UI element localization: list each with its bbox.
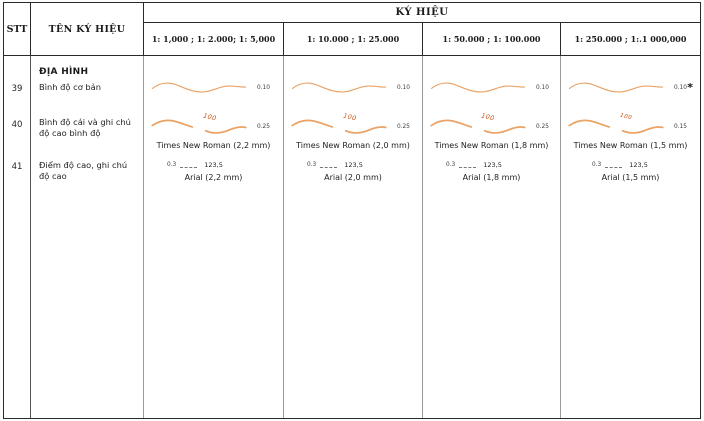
contour-basic-symbol: 0.10 <box>289 78 417 97</box>
elevation-value: 123,5 <box>204 161 223 169</box>
header-scale-2: 1: 10.000 ; 1: 25.000 <box>284 23 423 56</box>
contour-line-icon <box>151 82 247 93</box>
elevation-value: 123,5 <box>483 161 502 169</box>
symbol-column-3: 0.10 100 0.25 Times New Roman (1,8 mm) 0… <box>423 56 561 418</box>
font-spec-note: Times New Roman (2,2 mm) <box>156 141 271 150</box>
symbol-column-1: 0.10 100 0.25 Times New Roman (2,2 mm) 0… <box>144 56 284 418</box>
header-ten-ky-hieu: TÊN KÝ HIỆU <box>31 3 144 56</box>
stroke-width-label: 0.10 <box>397 84 410 91</box>
leader-line <box>459 166 477 168</box>
stroke-width-label: 0.25 <box>257 123 270 130</box>
leader-line <box>605 166 623 168</box>
header-stt: STT <box>4 3 31 56</box>
symbol-name-40: Bình độ cái và ghi chú độ cao bình độ <box>39 117 131 138</box>
leader-line <box>180 166 198 168</box>
map-symbol-table: STT TÊN KÝ HIỆU KÝ HIỆU 1: 1,000 ; 1: 2.… <box>3 2 701 419</box>
font-spec-note: Arial (1,5 mm) <box>601 173 660 182</box>
symbol-name-39: Bình độ cơ bản <box>39 82 102 92</box>
footnote-asterisk: * <box>687 81 693 94</box>
elevation-value: 123,5 <box>344 161 363 169</box>
stroke-width-label: 0.10 <box>536 84 549 91</box>
spot-height-symbol: 0.3 123,5 Arial (2,2 mm) <box>149 161 278 182</box>
font-spec-note: Times New Roman (1,5 mm) <box>573 141 688 150</box>
contour-index-symbol: 100 0.25 Times New Roman (2,0 mm) <box>289 112 417 150</box>
stroke-width-label: 0.10 <box>674 84 687 91</box>
elevation-value: 123,5 <box>629 161 648 169</box>
stroke-width-label: 0.25 <box>397 123 410 130</box>
symbol-name-41: Điểm độ cao, ghi chú độ cao <box>39 160 128 181</box>
spot-height-symbol: 0.3 123,5 Arial (2,0 mm) <box>289 161 417 182</box>
dot-size-label: 0.3 <box>446 162 456 168</box>
contour-line-icon <box>291 82 387 93</box>
contour-line-icon <box>568 82 664 93</box>
spot-height-symbol: 0.3 123,5 Arial (1,8 mm) <box>428 161 555 182</box>
contour-index-line-icon <box>291 119 387 134</box>
header-scale-4: 1: 250.000 ; 1:.1 000,000 <box>561 23 700 56</box>
contour-index-symbol: 100 0.15 Times New Roman (1,5 mm) <box>566 113 695 150</box>
font-spec-note: Arial (1,8 mm) <box>462 173 521 182</box>
header-scale-1: 1: 1,000 ; 1: 2.000; 1: 5,000 <box>144 23 284 56</box>
column-stt: 39 40 41 <box>4 56 31 418</box>
row-number-40: 40 <box>11 120 23 130</box>
section-title: ĐỊA HÌNH <box>39 67 89 77</box>
contour-index-symbol: 100 0.25 Times New Roman (1,8 mm) <box>428 112 555 150</box>
font-spec-note: Arial (2,2 mm) <box>184 173 243 182</box>
font-spec-note: Times New Roman (2,0 mm) <box>296 141 410 150</box>
stroke-width-label: 0.25 <box>536 123 549 130</box>
contour-line-icon <box>430 82 526 93</box>
contour-index-symbol: 100 0.25 Times New Roman (2,2 mm) <box>149 112 278 150</box>
contour-basic-symbol: 0.10 <box>428 78 555 97</box>
contour-index-line-icon <box>568 119 664 134</box>
dot-size-label: 0.3 <box>592 162 602 168</box>
spot-height-symbol: 0.3 123,5 Arial (1,5 mm) <box>566 161 695 182</box>
contour-index-line-icon <box>151 119 247 134</box>
symbol-column-4: 0.10 * 100 0.15 Times New Roman (1,5 mm) <box>561 56 700 418</box>
font-spec-note: Arial (2,0 mm) <box>324 173 382 182</box>
font-spec-note: Times New Roman (1,8 mm) <box>434 141 549 150</box>
contour-basic-symbol: 0.10 <box>149 78 278 97</box>
contour-index-line-icon <box>430 119 526 134</box>
stroke-width-label: 0.15 <box>674 123 687 130</box>
row-number-41: 41 <box>11 162 23 172</box>
dot-size-label: 0.3 <box>307 162 317 168</box>
header-scale-3: 1: 50.000 ; 1: 100.000 <box>423 23 561 56</box>
dot-size-label: 0.3 <box>167 162 177 168</box>
leader-line <box>320 166 338 168</box>
symbol-column-2: 0.10 100 0.25 Times New Roman (2,0 mm) 0… <box>284 56 423 418</box>
contour-basic-symbol: 0.10 * <box>566 78 695 97</box>
row-number-39: 39 <box>11 84 23 94</box>
column-ten-ky-hieu: ĐỊA HÌNH Bình độ cơ bản Bình độ cái và g… <box>31 56 144 418</box>
stroke-width-label: 0.10 <box>257 84 270 91</box>
header-ky-hieu: KÝ HIỆU <box>144 3 700 23</box>
